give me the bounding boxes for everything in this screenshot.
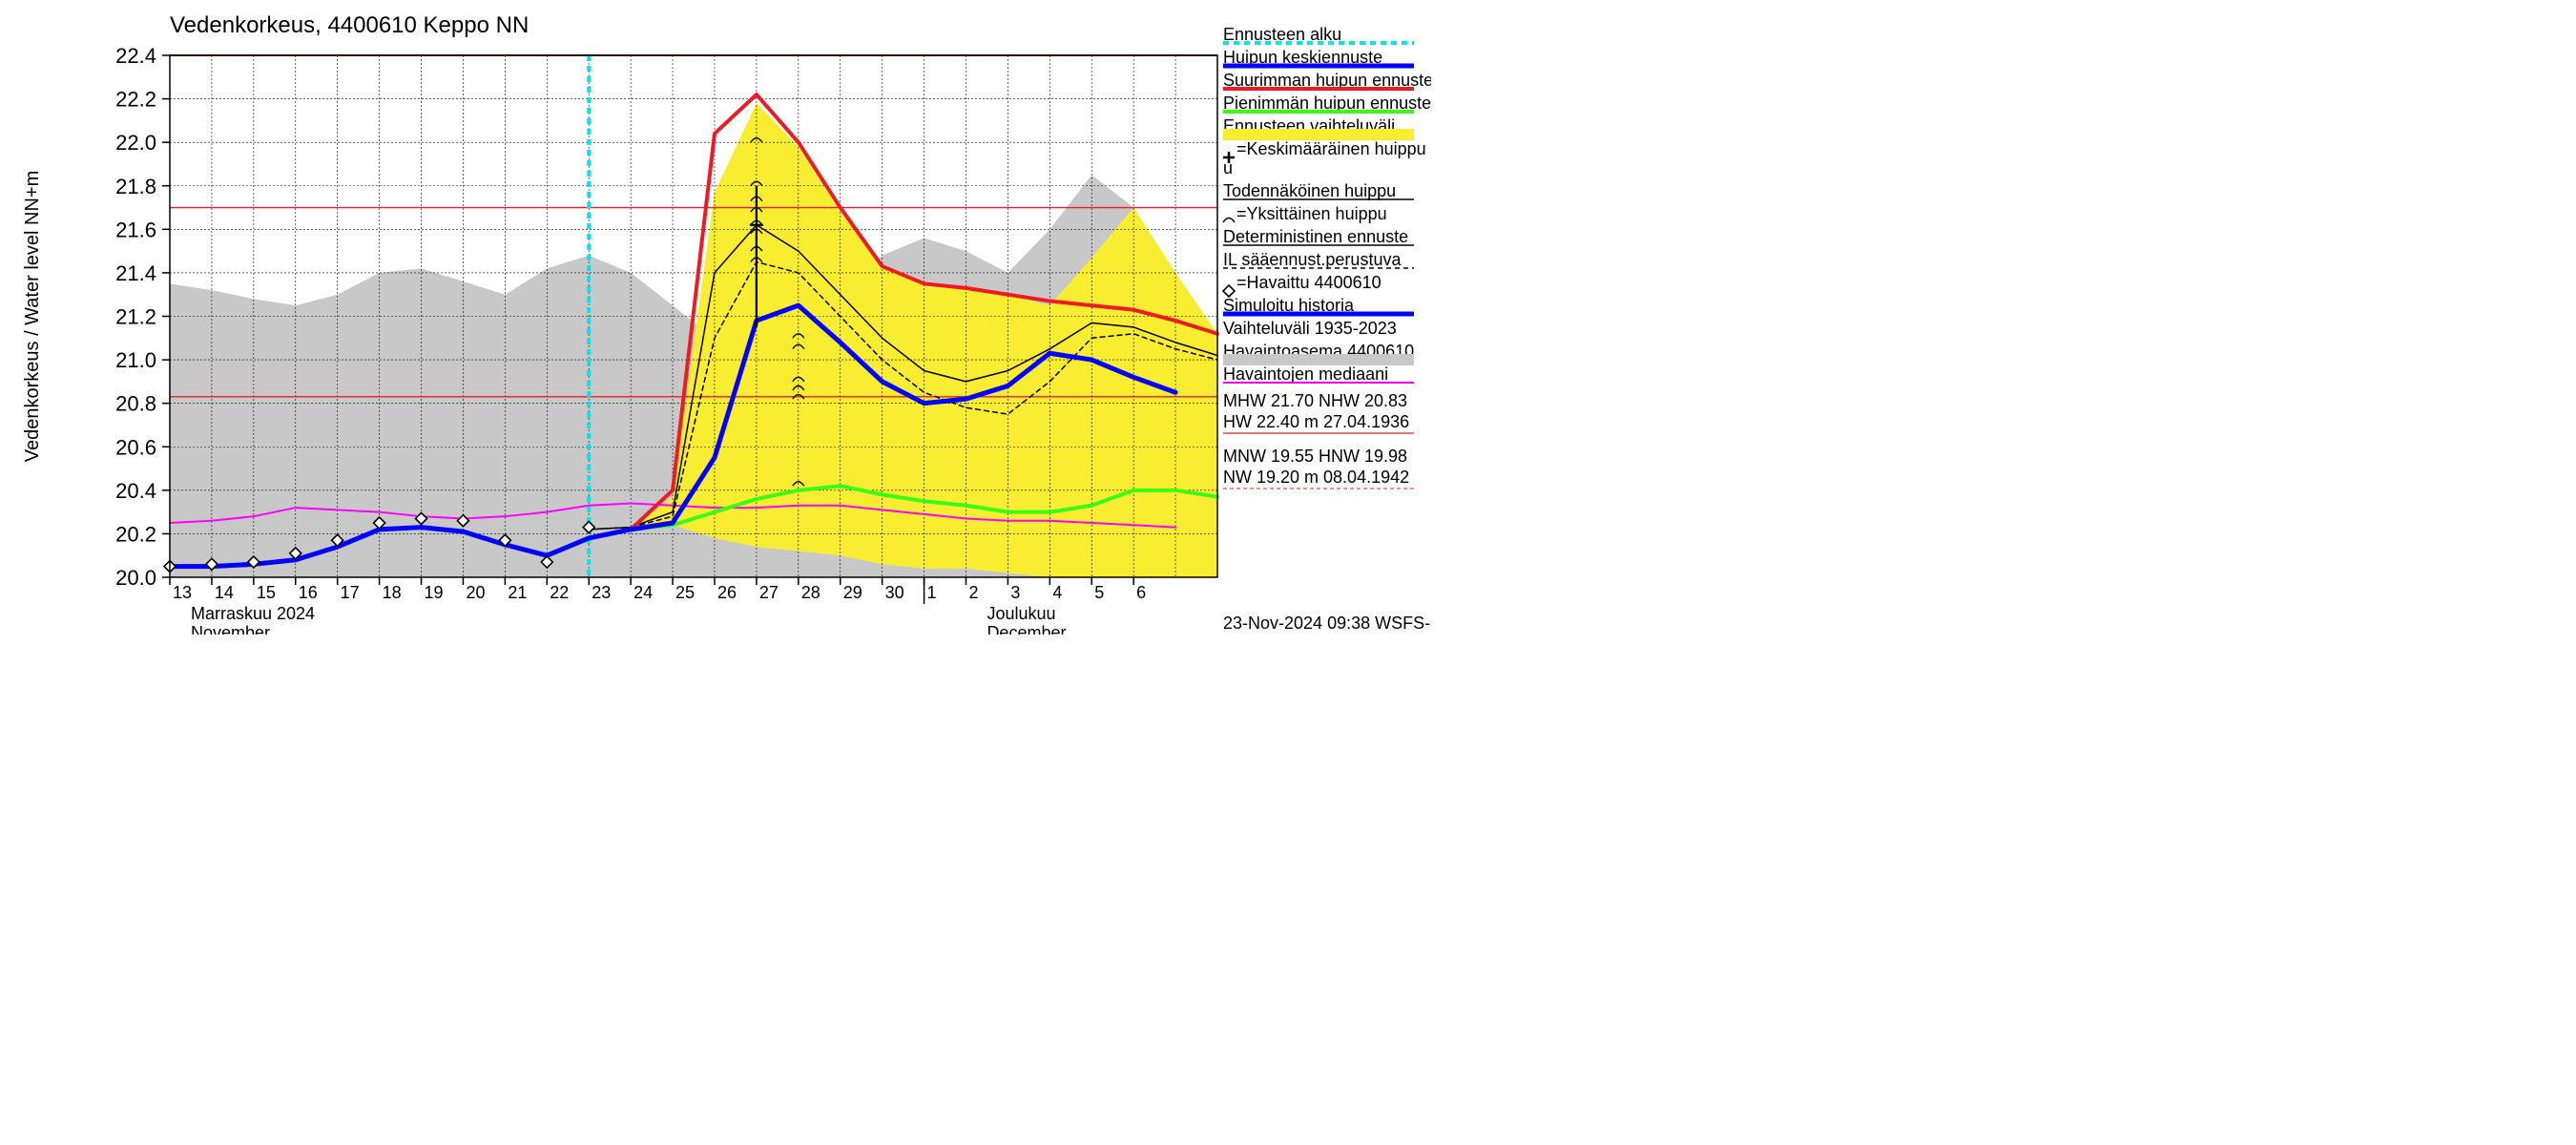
- legend-label: =Havaittu 4400610: [1236, 273, 1381, 292]
- legend-label: IL sääennust.perustuva: [1223, 250, 1402, 269]
- svg-text:26: 26: [717, 583, 737, 602]
- svg-text:MNW 19.55 HNW 19.98: MNW 19.55 HNW 19.98: [1223, 447, 1407, 466]
- svg-text:Vedenkorkeus, 4400610 Keppo NN: Vedenkorkeus, 4400610 Keppo NN: [170, 12, 529, 38]
- svg-text:5: 5: [1094, 583, 1104, 602]
- svg-text:20.2: 20.2: [115, 522, 156, 546]
- svg-text:29: 29: [843, 583, 862, 602]
- legend-label: Deterministinen ennuste: [1223, 227, 1408, 246]
- legend-label: Ennusteen alku: [1223, 25, 1341, 44]
- svg-text:21.2: 21.2: [115, 305, 156, 329]
- svg-text:22: 22: [550, 583, 569, 602]
- svg-text:21.8: 21.8: [115, 175, 156, 198]
- svg-text:22.2: 22.2: [115, 88, 156, 112]
- svg-text:20: 20: [466, 583, 485, 602]
- svg-text:19: 19: [425, 583, 444, 602]
- svg-text:13: 13: [173, 583, 192, 602]
- svg-text:21.0: 21.0: [115, 348, 156, 372]
- svg-text:18: 18: [383, 583, 402, 602]
- svg-text:22.4: 22.4: [115, 44, 156, 68]
- svg-text:15: 15: [257, 583, 276, 602]
- svg-text:December: December: [987, 623, 1066, 635]
- svg-text:20.8: 20.8: [115, 392, 156, 416]
- svg-text:3: 3: [1010, 583, 1020, 602]
- svg-text:21.6: 21.6: [115, 218, 156, 241]
- svg-text:Joulukuu: Joulukuu: [987, 604, 1055, 623]
- svg-text:NW 19.20 m 08.04.1942: NW 19.20 m 08.04.1942: [1223, 468, 1409, 487]
- svg-text:25: 25: [675, 583, 695, 602]
- svg-text:16: 16: [299, 583, 318, 602]
- svg-text:6: 6: [1136, 583, 1146, 602]
- svg-text:u: u: [1223, 158, 1233, 177]
- svg-text:24: 24: [634, 583, 653, 602]
- svg-text:1: 1: [927, 583, 937, 602]
- svg-text:23-Nov-2024 09:38 WSFS-O: 23-Nov-2024 09:38 WSFS-O: [1223, 614, 1431, 633]
- svg-text:Marraskuu 2024: Marraskuu 2024: [191, 604, 315, 623]
- legend-label: Vaihteluväli 1935-2023: [1223, 319, 1397, 338]
- water-level-chart: 20.0 20.2 20.4 20.6 20.8 21.0 21.2 21.4 21.6 21.8…: [0, 0, 1431, 635]
- svg-text:21: 21: [508, 583, 527, 602]
- legend-label: =Yksittäinen huippu: [1236, 204, 1387, 223]
- svg-text:2: 2: [968, 583, 978, 602]
- svg-text:MHW 21.70 NHW 20.83: MHW 21.70 NHW 20.83: [1223, 391, 1407, 410]
- svg-text:4: 4: [1052, 583, 1062, 602]
- svg-text:HW 22.40 m 27.04.1936: HW 22.40 m 27.04.1936: [1223, 412, 1409, 431]
- legend-label: Havaintojen mediaani: [1223, 364, 1388, 384]
- svg-text:17: 17: [341, 583, 360, 602]
- svg-text:23: 23: [592, 583, 611, 602]
- svg-text:21.4: 21.4: [115, 261, 156, 285]
- svg-text:14: 14: [215, 583, 234, 602]
- svg-text:28: 28: [801, 583, 821, 602]
- legend-label: =Keskimääräinen huippu: [1236, 139, 1426, 158]
- svg-text:20.6: 20.6: [115, 435, 156, 459]
- chart-container: 20.0 20.2 20.4 20.6 20.8 21.0 21.2 21.4 21.6 21.8…: [0, 0, 1431, 635]
- svg-text:20.4: 20.4: [115, 479, 156, 503]
- legend-label: Todennäköinen huippu: [1223, 181, 1396, 200]
- svg-text:Vedenkorkeus / Water level: Vedenkorkeus / Water level NN+m: [22, 171, 43, 463]
- svg-text:30: 30: [885, 583, 904, 602]
- svg-text:November: November: [191, 623, 270, 635]
- svg-text:27: 27: [759, 583, 779, 602]
- svg-text:22.0: 22.0: [115, 131, 156, 155]
- svg-text:20.0: 20.0: [115, 566, 156, 590]
